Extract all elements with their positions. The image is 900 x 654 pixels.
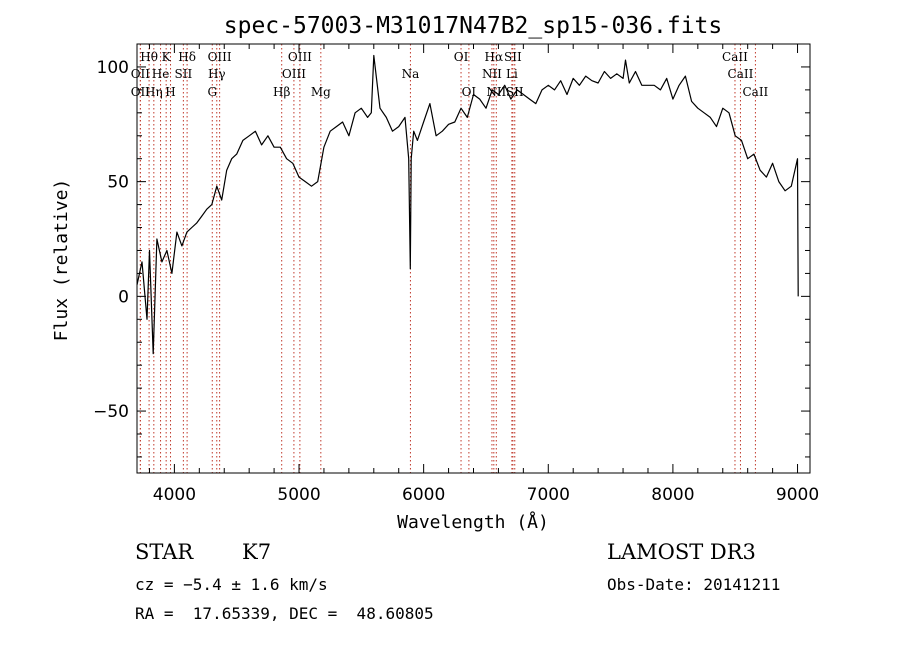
- x-tick-label: 7000: [527, 485, 570, 505]
- axis-ticks: 4000 5000 6000 7000 8000 9000 −50 0 50 100: [93, 43, 819, 505]
- x-tick-label: 4000: [153, 485, 196, 505]
- emission-line-label: OII: [131, 67, 151, 81]
- y-tick-label: 0: [118, 287, 129, 307]
- emission-line-label: Mg: [311, 85, 331, 99]
- emission-line-label: OIII: [282, 67, 306, 81]
- emission-line-label: CaII: [742, 85, 768, 99]
- x-tick-label: 5000: [277, 485, 320, 505]
- emission-line-label: Hθ: [140, 50, 158, 64]
- plot-frame: [136, 43, 811, 474]
- redshift-cz: cz = −5.4 ± 1.6 km/s: [135, 575, 328, 594]
- chart-title: spec-57003-M31017N47B2_sp15-036.fits: [224, 13, 723, 39]
- emission-line-label: SII: [504, 50, 522, 64]
- object-class: STAR: [135, 540, 194, 564]
- x-tick-label: 6000: [402, 485, 445, 505]
- emission-line-label: SII: [175, 67, 193, 81]
- emission-line-label: Li: [506, 67, 518, 81]
- emission-line-label: H: [165, 85, 175, 99]
- flux-series-line: [136, 54, 799, 355]
- survey-name: LAMOST DR3: [607, 540, 756, 564]
- emission-line-label: G: [207, 85, 217, 99]
- emission-line-label: NII: [486, 85, 506, 99]
- observation-date: Obs-Date: 20141211: [607, 575, 781, 594]
- emission-line-label: SII: [506, 85, 524, 99]
- object-subclass: K7: [242, 540, 272, 564]
- y-tick-label: 50: [107, 173, 129, 193]
- emission-line-label: OI: [454, 50, 469, 64]
- x-tick-label: 8000: [651, 485, 694, 505]
- y-tick-label: −50: [93, 402, 129, 422]
- emission-line-label: Hβ: [273, 85, 290, 99]
- emission-line-label: Hγ: [208, 67, 226, 81]
- emission-line-label: CaII: [728, 67, 754, 81]
- emission-line-label: OIII: [208, 50, 232, 64]
- emission-line-label: Hδ: [178, 50, 196, 64]
- x-axis-label: Wavelength (Å): [397, 511, 549, 533]
- emission-line-label: Na: [402, 67, 420, 81]
- emission-line-label: K: [162, 50, 172, 64]
- emission-line-label: CaII: [722, 50, 748, 64]
- emission-line-label: OII: [131, 85, 151, 99]
- emission-line-label: He: [152, 67, 170, 81]
- y-axis-label: Flux (relative): [51, 179, 72, 342]
- emission-line-label: Hα: [485, 50, 504, 64]
- y-tick-label: 100: [97, 58, 129, 78]
- sky-coordinates: RA = 17.65339, DEC = 48.60805: [135, 604, 434, 623]
- emission-line-label: OIII: [288, 50, 312, 64]
- emission-line-label: OI: [462, 85, 477, 99]
- emission-line-label: Hη: [145, 85, 163, 99]
- x-tick-label: 9000: [776, 485, 819, 505]
- emission-line-label: NII: [482, 67, 502, 81]
- emission-line-markers: [139, 44, 756, 473]
